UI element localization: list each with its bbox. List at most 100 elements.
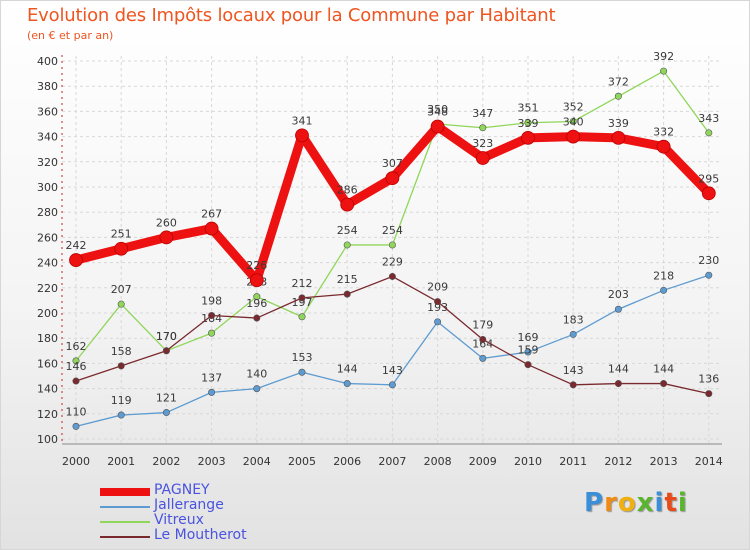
data-label: 332: [653, 126, 674, 139]
data-point: [705, 129, 713, 137]
data-label: 110: [66, 405, 87, 418]
x-tick-label: 2014: [695, 455, 723, 468]
logo-letter: t: [664, 488, 678, 518]
data-point: [249, 273, 264, 288]
data-label: 226: [246, 259, 267, 272]
data-point: [614, 380, 622, 388]
data-point: [388, 381, 396, 389]
data-label: 352: [563, 100, 584, 113]
data-label: 260: [156, 216, 177, 229]
data-label: 372: [608, 75, 629, 88]
proxiti-logo: Proxiti: [584, 488, 688, 518]
data-label: 137: [201, 371, 222, 384]
data-label: 170: [156, 330, 177, 343]
data-point: [72, 357, 80, 365]
data-point: [705, 271, 713, 279]
data-label: 215: [337, 273, 358, 286]
data-point: [69, 253, 83, 267]
data-point: [159, 230, 174, 245]
data-label: 350: [427, 103, 448, 116]
data-label: 140: [246, 368, 267, 381]
data-point: [388, 241, 396, 249]
y-tick-label: 400: [37, 55, 58, 68]
logo-letter: i: [654, 488, 665, 518]
data-label: 340: [563, 116, 584, 129]
logo-letter: i: [677, 488, 688, 518]
data-point: [385, 171, 400, 186]
data-point: [204, 221, 219, 236]
data-point: [298, 368, 306, 376]
data-label: 179: [472, 318, 493, 331]
data-point: [705, 390, 713, 398]
data-point: [479, 354, 487, 362]
data-label: 146: [66, 360, 87, 373]
x-tick-label: 2011: [559, 455, 587, 468]
x-tick-label: 2006: [333, 455, 361, 468]
data-point: [117, 411, 125, 419]
data-point: [569, 381, 577, 389]
y-tick-label: 280: [37, 206, 58, 219]
x-tick-label: 2004: [243, 455, 271, 468]
data-point: [388, 272, 396, 280]
data-label: 348: [427, 106, 448, 119]
data-point: [656, 139, 671, 154]
data-label: 339: [608, 117, 629, 130]
data-point: [162, 347, 170, 355]
data-point: [521, 130, 535, 145]
data-label: 169: [518, 331, 539, 344]
legend-swatch: [100, 521, 150, 523]
data-label: 170: [156, 330, 177, 343]
data-label: 295: [698, 172, 719, 185]
logo-letter: P: [584, 488, 605, 518]
data-point: [434, 318, 442, 326]
data-point: [208, 312, 216, 320]
data-point: [114, 241, 129, 256]
data-label: 183: [563, 313, 584, 326]
y-tick-label: 120: [37, 408, 58, 421]
legend-label: Vitreux: [154, 512, 204, 528]
data-label: 392: [653, 50, 674, 63]
legend-swatch: [100, 536, 150, 538]
y-tick-label: 300: [37, 181, 58, 194]
data-label: 343: [698, 112, 719, 125]
x-tick-label: 2009: [469, 455, 497, 468]
data-point: [566, 129, 581, 144]
y-tick-label: 360: [37, 105, 58, 118]
x-tick-label: 2005: [288, 455, 316, 468]
data-point: [253, 314, 261, 322]
data-label: 153: [292, 351, 313, 364]
data-point: [660, 286, 668, 294]
data-point: [298, 294, 306, 302]
data-label: 119: [111, 394, 132, 407]
data-label: 218: [653, 269, 674, 282]
data-label: 229: [382, 255, 403, 268]
data-point: [701, 186, 716, 201]
data-label: 193: [427, 301, 448, 314]
x-tick-label: 2007: [378, 455, 406, 468]
logo-letter: o: [617, 488, 637, 518]
data-label: 341: [292, 114, 313, 127]
y-tick-label: 220: [37, 282, 58, 295]
y-tick-label: 260: [37, 231, 58, 244]
data-point: [660, 67, 668, 75]
data-label: 159: [518, 344, 539, 357]
data-label: 121: [156, 392, 177, 405]
data-label: 242: [66, 239, 87, 252]
x-tick-label: 2010: [514, 455, 542, 468]
data-point: [298, 313, 306, 321]
y-tick-label: 200: [37, 307, 58, 320]
legend-label: PAGNEY: [154, 482, 210, 498]
data-point: [614, 92, 622, 100]
data-label: 230: [698, 254, 719, 267]
series-pagney: 242 251 260 267 226 341 286 307 348 323 339 340 339 3…: [66, 106, 719, 288]
series-le-moutherot: 146 158 170 198 196 212 215 229 209 179 159 143 144 1…: [66, 255, 719, 398]
data-label: 254: [382, 224, 403, 237]
data-label: 347: [472, 107, 493, 120]
data-label: 351: [518, 102, 539, 115]
y-tick-label: 340: [37, 131, 58, 144]
data-label: 203: [608, 288, 629, 301]
data-label: 144: [608, 363, 629, 376]
series-jallerange: 110 119 121 137 140 153 144 143 193 164 169 183 203 2…: [66, 254, 719, 430]
data-label: 209: [427, 281, 448, 294]
